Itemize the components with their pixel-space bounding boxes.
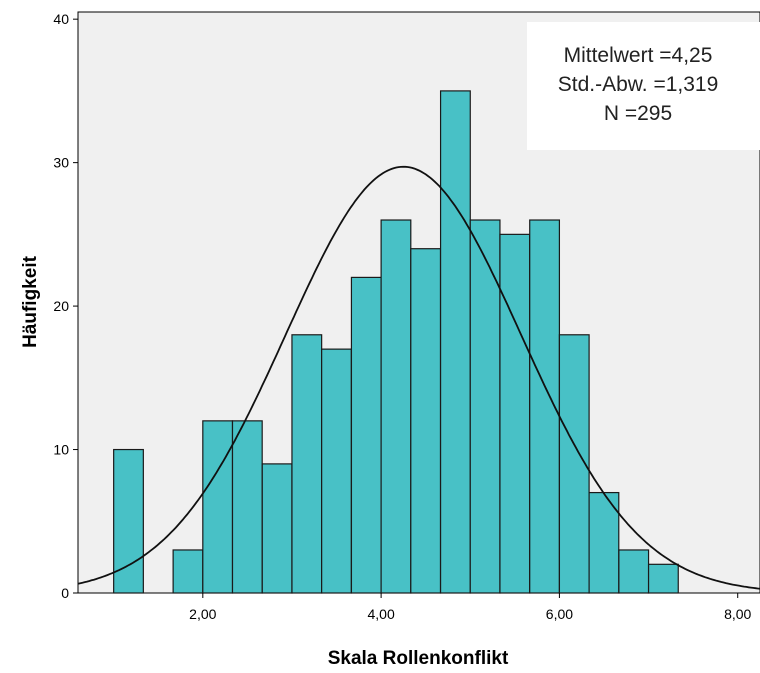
stats-box-background [527,22,760,150]
x-tick-label: 8,00 [724,606,751,622]
x-tick-label: 2,00 [189,606,216,622]
x-axis-title: Skala Rollenkonflikt [328,648,509,669]
stats-box: Mittelwert =4,25 Std.-Abw. =1,319 N =295 [527,22,760,150]
histogram-bar [439,90,471,594]
histogram-bar [350,276,382,594]
stats-sd: Std.-Abw. =1,319 [558,73,719,96]
histogram-bar [588,491,620,594]
histogram-bar [113,448,144,594]
bars-group [113,90,679,594]
histogram-bar [469,219,501,594]
y-tick-label: 30 [53,155,69,171]
histogram-bar [321,348,352,594]
x-tick-label: 6,00 [546,606,573,622]
stats-mean: Mittelwert =4,25 [564,44,713,67]
histogram-bar [202,420,234,594]
y-tick-label: 20 [53,298,69,314]
histogram-bar [499,233,531,594]
stats-n: N =295 [604,102,672,125]
histogram-bar [261,463,293,594]
normal-curve [77,165,760,590]
histogram-bar [172,549,204,594]
y-axis: 0 10 20 30 40 [53,11,78,601]
histogram-bar [410,248,442,594]
histogram-bar [380,219,412,594]
histogram-bar [291,334,323,594]
y-tick-label: 40 [53,11,69,27]
y-axis-title: Häufigkeit [20,255,41,348]
y-tick-label: 10 [53,442,69,458]
histogram-bar [618,549,650,594]
x-axis: 2,00 4,00 6,00 8,00 [189,593,752,622]
x-tick-label: 4,00 [367,606,394,622]
histogram-bar [231,420,263,594]
y-tick-label: 0 [61,585,69,601]
histogram-bar [647,563,679,594]
